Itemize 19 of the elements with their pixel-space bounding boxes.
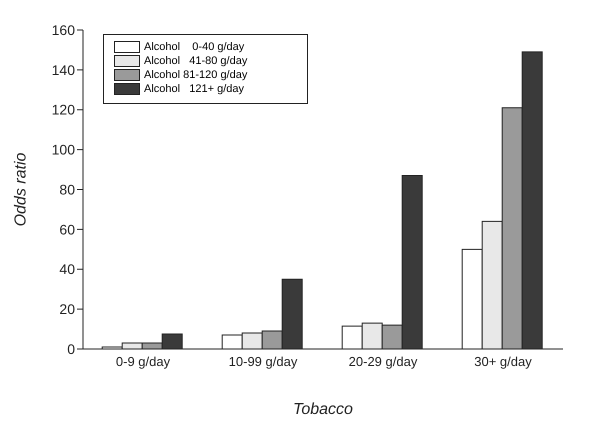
x-tick-label: 10-99 g/day bbox=[228, 354, 298, 370]
y-tick-label: 160 bbox=[52, 22, 76, 38]
y-tick-label: 140 bbox=[52, 62, 76, 78]
y-tick-label: 20 bbox=[59, 301, 76, 318]
legend-label: Alcohol 41-80 g/day bbox=[144, 55, 248, 67]
y-tick-label: 80 bbox=[59, 181, 76, 198]
y-tick-label: 120 bbox=[52, 102, 76, 118]
x-tick-label: 20-29 g/day bbox=[348, 354, 418, 370]
y-tick-label: 60 bbox=[59, 221, 76, 238]
x-tick-label: 30+ g/day bbox=[474, 354, 532, 370]
y-tick-label: 40 bbox=[59, 261, 76, 278]
legend-label: Alcohol 121+ g/day bbox=[144, 83, 244, 95]
y-axis-title: Odds ratio bbox=[12, 152, 30, 226]
y-tick-label: 0 bbox=[67, 340, 76, 357]
y-tick-label: 100 bbox=[52, 142, 76, 158]
x-axis-title: Tobacco bbox=[293, 401, 354, 418]
legend-label: Alcohol 0-40 g/day bbox=[144, 41, 244, 53]
x-tick-label: 0-9 g/day bbox=[116, 354, 171, 370]
legend-label: Alcohol 81-120 g/day bbox=[144, 69, 248, 81]
